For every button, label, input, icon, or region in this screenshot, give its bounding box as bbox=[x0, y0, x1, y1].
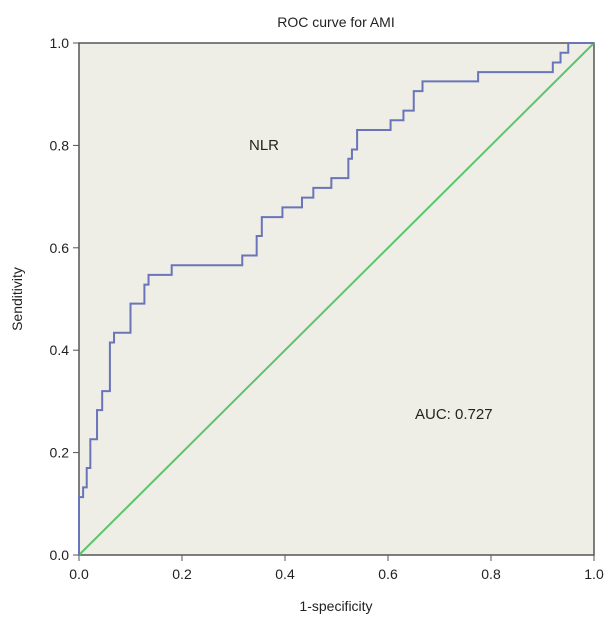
y-tick-label: 0.6 bbox=[50, 240, 70, 256]
reference-diagonal-line bbox=[78, 42, 595, 556]
x-tick-label: 0.6 bbox=[378, 566, 398, 582]
roc-curve-nlr bbox=[78, 42, 594, 555]
y-tick-label: 0.0 bbox=[50, 547, 70, 563]
x-tick-label: 0.8 bbox=[481, 566, 501, 582]
x-tick-label: 0.2 bbox=[172, 566, 192, 582]
x-tick-label: 1.0 bbox=[584, 566, 604, 582]
y-tick-label: 0.8 bbox=[50, 137, 70, 153]
x-axis-title: 1-specificity bbox=[299, 598, 372, 614]
x-tick-label: 0.0 bbox=[69, 566, 89, 582]
y-tick-label: 0.4 bbox=[50, 342, 70, 358]
auc-annotation: AUC: 0.727 bbox=[415, 406, 493, 423]
x-tick-label: 0.4 bbox=[275, 566, 295, 582]
y-tick-label: 1.0 bbox=[50, 35, 70, 51]
nlr-annotation: NLR bbox=[249, 137, 279, 154]
y-tick-label: 0.2 bbox=[50, 445, 70, 461]
chart-title: ROC curve for AMI bbox=[277, 14, 394, 30]
axis-tick-labels: 0.0 0.2 0.4 0.6 0.8 1.0 0.0 0.2 0.4 0.6 0.8 1.0 bbox=[50, 35, 604, 582]
y-axis-title: Senditivity bbox=[9, 267, 25, 331]
